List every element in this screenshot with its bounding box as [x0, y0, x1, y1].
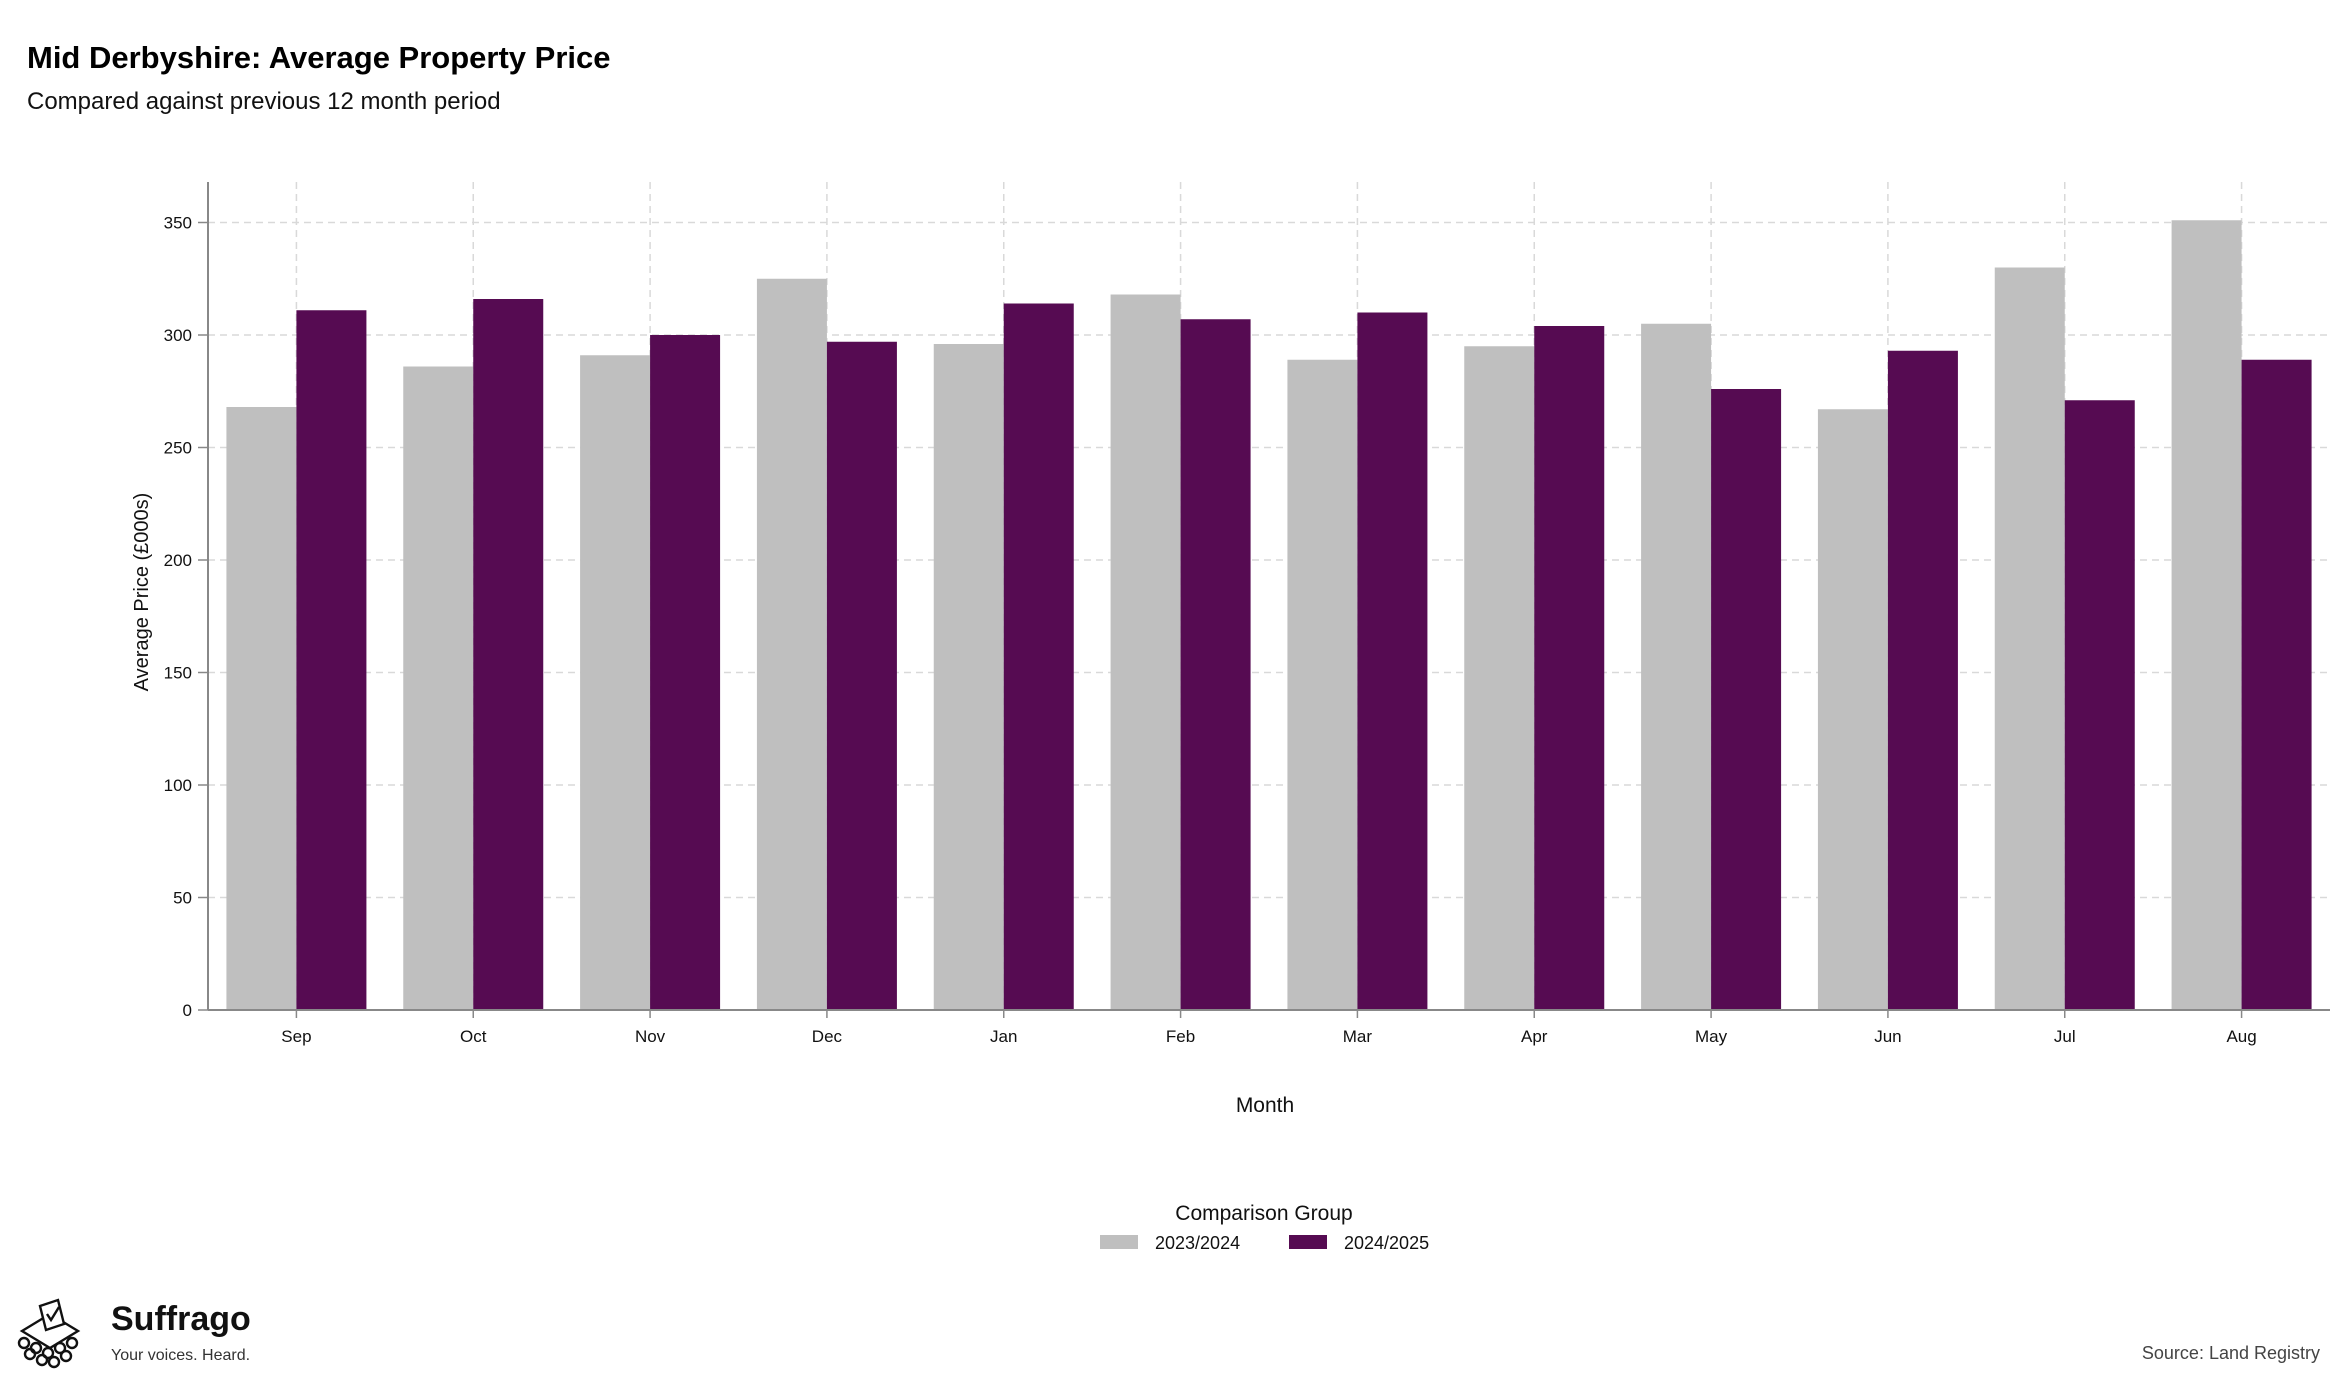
legend-swatch: [1289, 1235, 1327, 1249]
bar-2024/2025-Feb: [1180, 319, 1251, 1010]
bar-2023/2024-Aug: [2171, 220, 2242, 1010]
legend-title: Comparison Group: [1175, 1202, 1352, 1225]
bar-2023/2024-Jun: [1817, 409, 1888, 1010]
y-tick-label: 200: [164, 551, 192, 570]
bar-2023/2024-Jan: [933, 344, 1004, 1010]
x-tick-label: Mar: [1343, 1027, 1373, 1046]
y-tick-label: 250: [164, 439, 192, 458]
legend-label: 2024/2025: [1344, 1233, 1429, 1253]
bar-2024/2025-Dec: [826, 341, 897, 1010]
axis-labels: 0 50 100 150 200 250 300 350 Sep Oct Nov Dec Jan Feb M…: [131, 214, 2257, 1118]
bar-2023/2024-Jul: [1994, 267, 2065, 1010]
bar-2023/2024-Dec: [756, 278, 827, 1010]
bar-2024/2025-Apr: [1534, 326, 1605, 1010]
y-tick-label: 100: [164, 776, 192, 795]
x-tick-label: May: [1695, 1027, 1728, 1046]
y-tick-label: 0: [183, 1001, 192, 1020]
source-note: Source: Land Registry: [2141, 1343, 2320, 1363]
x-tick-label: Jan: [990, 1027, 1017, 1046]
bar-2024/2025-May: [1711, 389, 1782, 1010]
brand-name: Suffrago: [111, 1300, 251, 1338]
brand-tagline: Your voices. Heard.: [111, 1347, 251, 1364]
x-tick-label: Apr: [1521, 1027, 1548, 1046]
x-tick-label: Dec: [812, 1027, 843, 1046]
bars: [226, 220, 2312, 1010]
x-tick-label: Sep: [281, 1027, 311, 1046]
bar-2023/2024-May: [1641, 323, 1712, 1010]
bar-2024/2025-Nov: [650, 335, 721, 1010]
bar-2024/2025-Jun: [1887, 350, 1958, 1010]
bar-2024/2025-Oct: [473, 299, 544, 1010]
bar-2023/2024-Feb: [1110, 294, 1181, 1010]
legend-swatch: [1100, 1235, 1138, 1249]
legend: Comparison Group 2023/2024 2024/2025: [1100, 1202, 1429, 1253]
bar-2023/2024-Oct: [403, 366, 474, 1010]
bar-2024/2025-Aug: [2241, 359, 2312, 1010]
x-tick-label: Oct: [460, 1027, 487, 1046]
bar-2023/2024-Sep: [226, 407, 297, 1010]
x-tick-label: Nov: [635, 1027, 666, 1046]
bar-2024/2025-Mar: [1357, 312, 1428, 1010]
legend-label: 2023/2024: [1155, 1233, 1240, 1253]
axes: [198, 182, 2330, 1018]
bar-2023/2024-Apr: [1464, 346, 1535, 1010]
y-tick-label: 300: [164, 326, 192, 345]
x-tick-label: Feb: [1166, 1027, 1195, 1046]
bar-2023/2024-Nov: [580, 355, 651, 1010]
bar-2023/2024-Mar: [1287, 359, 1358, 1010]
y-tick-label: 350: [164, 214, 192, 233]
ballot-box-logo-icon: [17, 1298, 81, 1369]
y-tick-label: 150: [164, 664, 192, 683]
bar-2024/2025-Jan: [1003, 303, 1074, 1010]
bar-2024/2025-Jul: [2064, 400, 2135, 1010]
x-tick-label: Jun: [1874, 1027, 1901, 1046]
bar-chart: 0 50 100 150 200 250 300 350 Sep Oct Nov Dec Jan Feb M…: [131, 182, 2330, 1253]
chart-subtitle: Compared against previous 12 month perio…: [27, 88, 501, 115]
chart-title: Mid Derbyshire: Average Property Price: [27, 40, 611, 75]
y-axis-title: Average Price (£000s): [131, 493, 153, 692]
x-tick-label: Jul: [2054, 1027, 2076, 1046]
y-tick-label: 50: [173, 889, 192, 908]
bar-2024/2025-Sep: [296, 310, 367, 1010]
x-axis-title: Month: [1236, 1094, 1294, 1117]
x-tick-label: Aug: [2226, 1027, 2256, 1046]
